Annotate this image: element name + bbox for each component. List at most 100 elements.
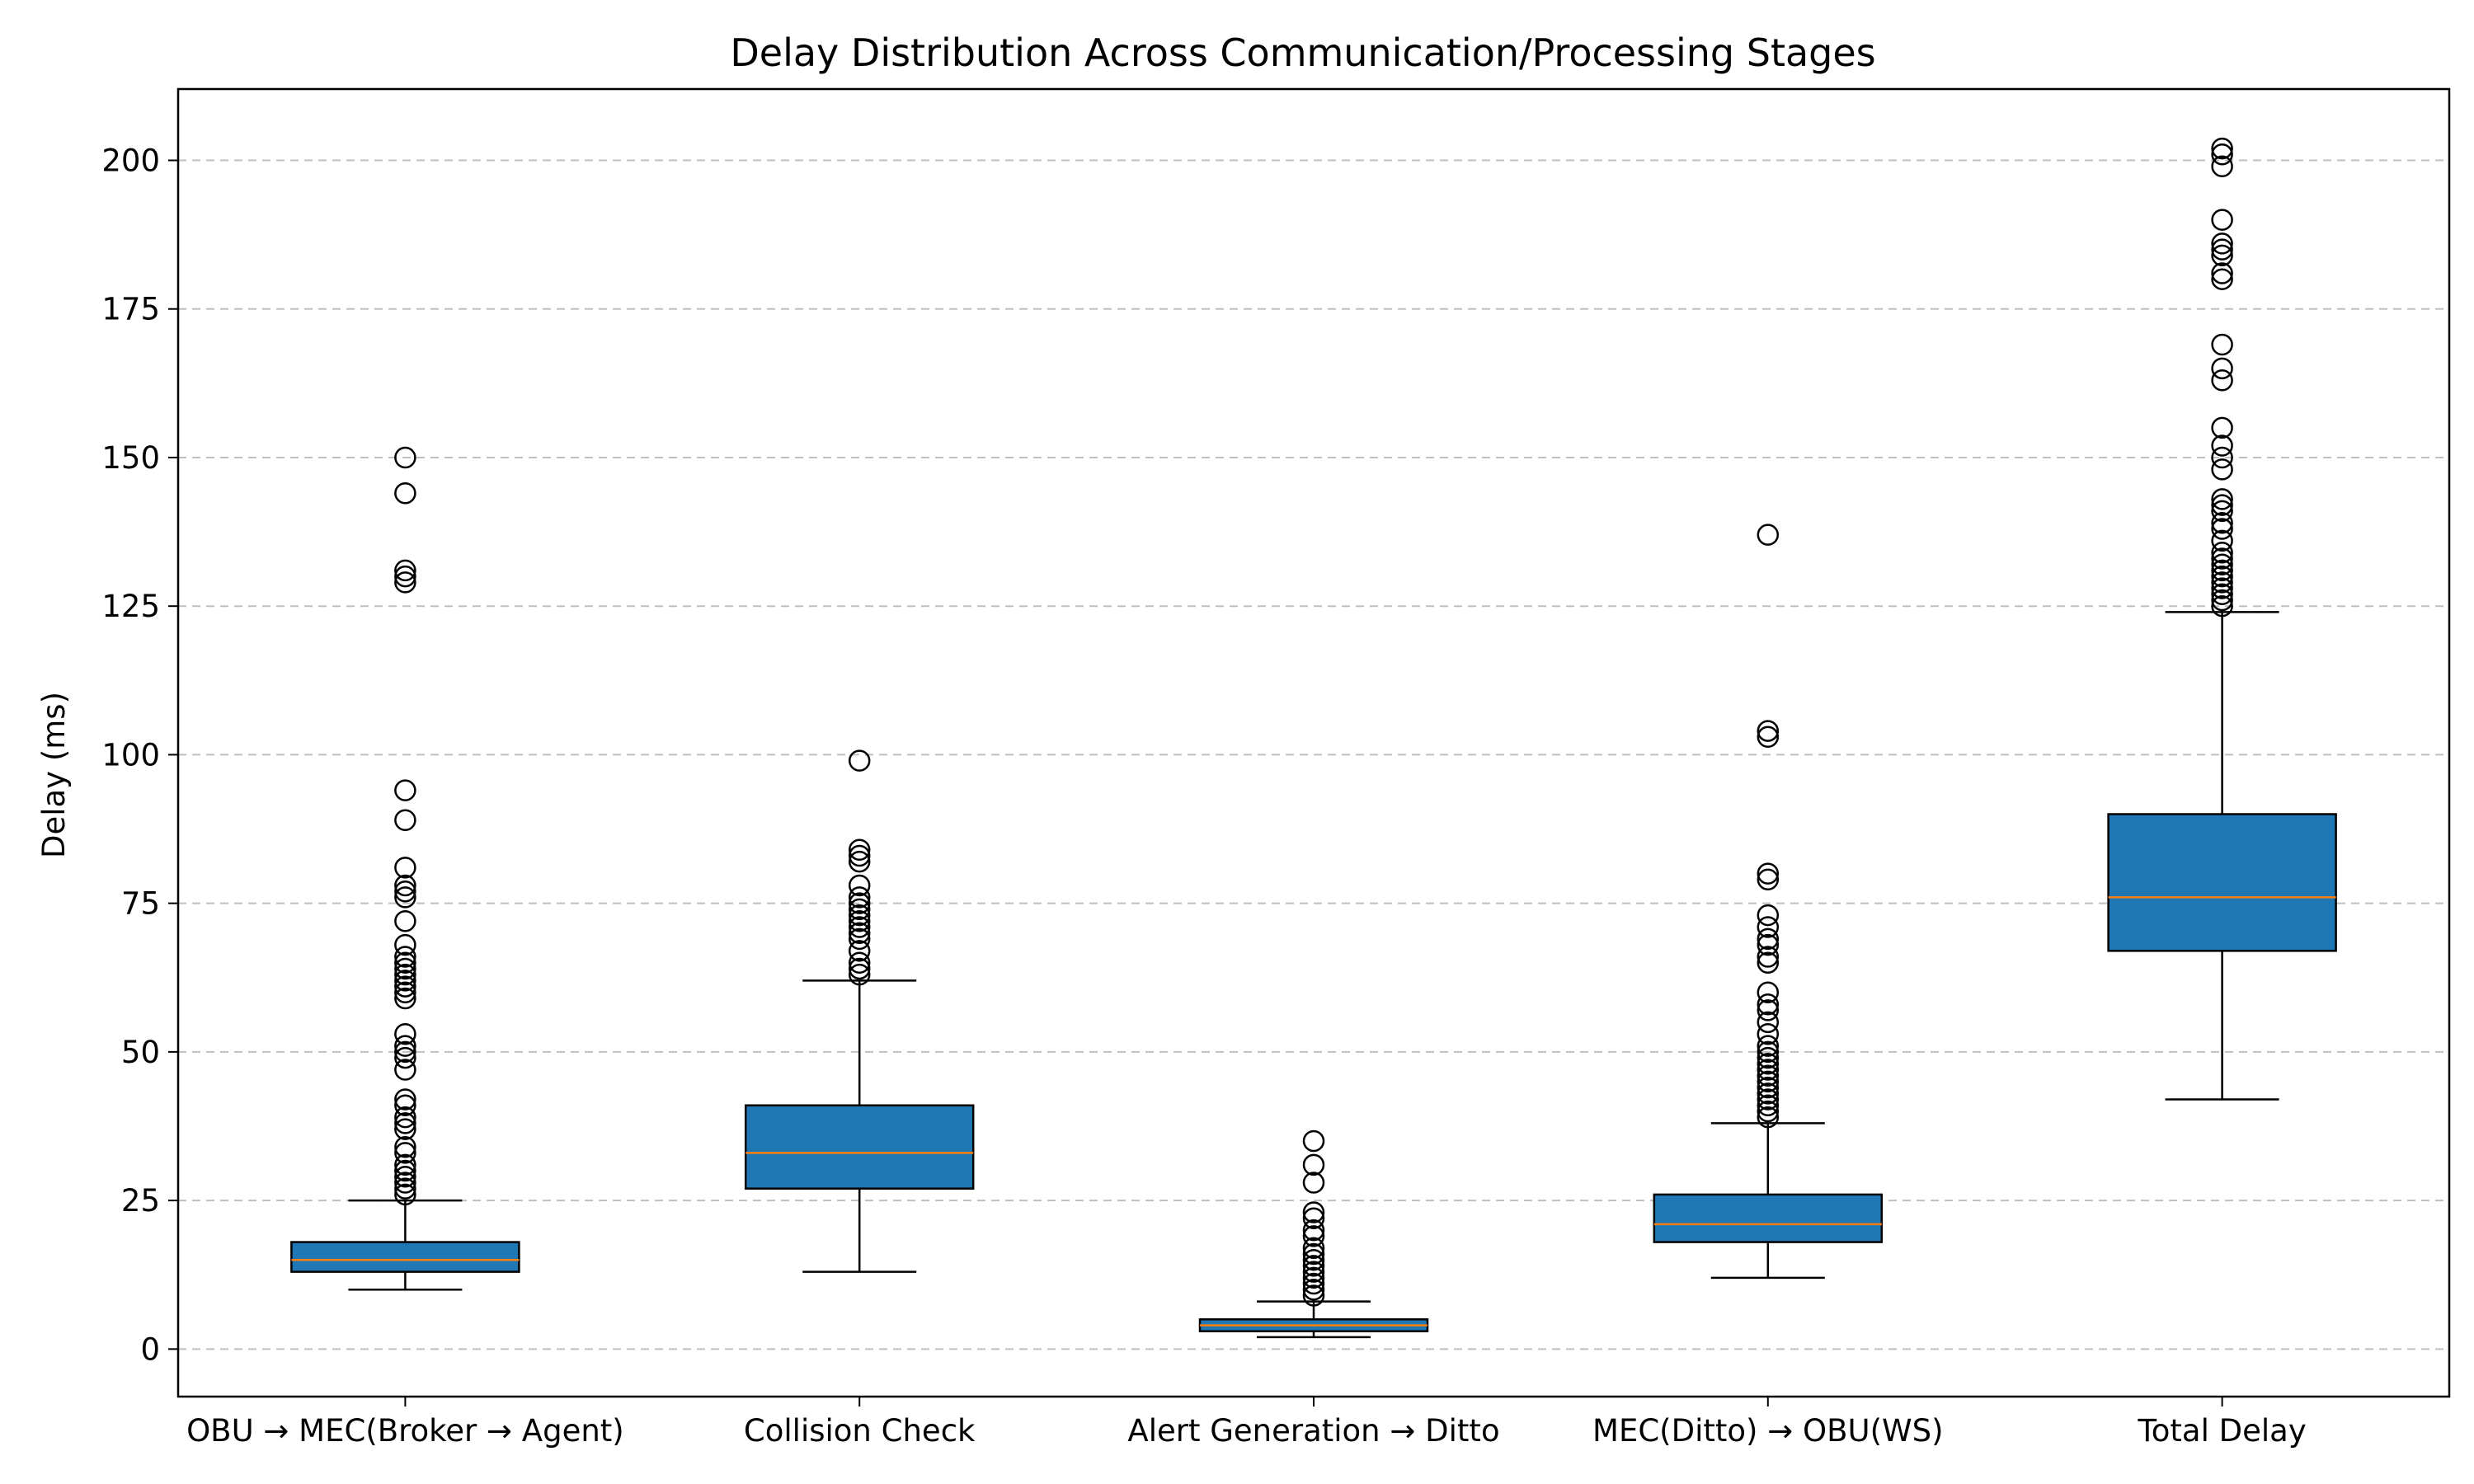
outlier-point bbox=[2211, 416, 2233, 439]
box-group-4 bbox=[1653, 524, 1884, 1280]
outlier-point bbox=[394, 886, 416, 909]
outlier-point bbox=[2211, 518, 2233, 540]
x-tick-label: Alert Generation → Ditto bbox=[1127, 1413, 1499, 1449]
outlier-point bbox=[1757, 1076, 1780, 1099]
outlier-point bbox=[2211, 446, 2233, 469]
y-tick-label: 175 bbox=[101, 292, 160, 327]
outlier-point bbox=[2211, 244, 2233, 267]
outlier-point bbox=[848, 957, 871, 980]
x-tick-label: Collision Check bbox=[744, 1413, 976, 1449]
box-group-5 bbox=[2107, 137, 2337, 1101]
outlier-point bbox=[394, 1046, 416, 1069]
outlier-point bbox=[1757, 1100, 1780, 1123]
outlier-point bbox=[1757, 1059, 1780, 1081]
outlier-point bbox=[2211, 458, 2233, 481]
outlier-point bbox=[1757, 916, 1780, 938]
outlier-point bbox=[394, 446, 416, 469]
outlier-point bbox=[394, 970, 416, 992]
outlier-point bbox=[1757, 981, 1780, 1004]
x-tick-label: Total Delay bbox=[2137, 1413, 2306, 1449]
outlier-point bbox=[2211, 369, 2233, 392]
outlier-point bbox=[1302, 1261, 1325, 1283]
outlier-point bbox=[394, 1118, 416, 1140]
outlier-point bbox=[2211, 268, 2233, 290]
outlier-point bbox=[394, 1177, 416, 1200]
outlier-point bbox=[394, 1088, 416, 1111]
outlier-point bbox=[1302, 1242, 1325, 1266]
outlier-point bbox=[394, 880, 416, 903]
outlier-point bbox=[394, 946, 416, 968]
outlier-point bbox=[848, 892, 871, 914]
outlier-point bbox=[848, 951, 871, 974]
outlier-point bbox=[2211, 577, 2233, 599]
iqr-box bbox=[290, 1241, 520, 1273]
outlier-point bbox=[394, 1135, 416, 1158]
outlier-point bbox=[1757, 726, 1780, 749]
outlier-point bbox=[1302, 1153, 1325, 1176]
outlier-point bbox=[848, 928, 871, 951]
outlier-point bbox=[394, 981, 416, 1004]
outlier-point bbox=[1302, 1225, 1325, 1247]
outlier-point bbox=[1757, 1088, 1780, 1111]
y-tick-label: 200 bbox=[101, 143, 160, 179]
outlier-point bbox=[1757, 928, 1780, 951]
outlier-point bbox=[394, 957, 416, 980]
outlier-point bbox=[2211, 262, 2233, 284]
outlier-point bbox=[848, 916, 871, 938]
y-axis-label: Delay (ms) bbox=[36, 692, 72, 858]
outlier-point bbox=[848, 874, 871, 897]
outlier-point bbox=[394, 1166, 416, 1188]
outlier-point bbox=[1757, 1022, 1780, 1045]
outlier-point bbox=[394, 1059, 416, 1081]
y-tick-label: 75 bbox=[121, 886, 160, 922]
y-tick-label: 150 bbox=[101, 440, 160, 476]
outlier-point bbox=[2211, 589, 2233, 612]
outlier-point bbox=[394, 1153, 416, 1176]
outlier-point bbox=[394, 874, 416, 897]
outlier-point bbox=[1757, 1053, 1780, 1075]
outlier-point bbox=[1302, 1278, 1325, 1301]
outlier-point bbox=[2211, 583, 2233, 606]
outlier-point bbox=[1757, 1064, 1780, 1087]
outlier-point bbox=[394, 571, 416, 594]
outlier-point bbox=[394, 1094, 416, 1117]
y-tick-label: 25 bbox=[121, 1183, 160, 1219]
outlier-point bbox=[848, 940, 871, 962]
outlier-point bbox=[394, 910, 416, 932]
outlier-point bbox=[2211, 494, 2233, 516]
outlier-point bbox=[394, 1106, 416, 1129]
outlier-point bbox=[2211, 553, 2233, 575]
y-tick-label: 125 bbox=[101, 589, 160, 624]
outlier-point bbox=[848, 850, 871, 873]
outlier-point bbox=[2211, 500, 2233, 523]
outlier-point bbox=[2211, 571, 2233, 594]
x-tick-label: OBU → MEC(Broker → Agent) bbox=[186, 1413, 624, 1449]
outlier-point bbox=[1302, 1248, 1325, 1271]
outlier-point bbox=[1302, 1272, 1325, 1295]
outlier-point bbox=[394, 975, 416, 998]
outlier-point bbox=[848, 922, 871, 944]
outlier-point bbox=[1757, 1011, 1780, 1034]
axes: 0 25 50 75 100 125 150 175 200 OBU → MEC(Broker →… bbox=[101, 143, 2306, 1449]
y-tick-label: 50 bbox=[121, 1035, 160, 1070]
outlier-point bbox=[394, 809, 416, 831]
outlier-point bbox=[394, 1035, 416, 1057]
outlier-point bbox=[1302, 1266, 1325, 1289]
outlier-point bbox=[394, 565, 416, 588]
box-series bbox=[290, 137, 2337, 1339]
outlier-point bbox=[1757, 1082, 1780, 1105]
outlier-point bbox=[1757, 1106, 1780, 1129]
outlier-point bbox=[2211, 434, 2233, 457]
iqr-box bbox=[1653, 1193, 1884, 1243]
outlier-point bbox=[394, 1040, 416, 1064]
outlier-point bbox=[2211, 155, 2233, 177]
plot-frame bbox=[176, 87, 2451, 1398]
outlier-point bbox=[2211, 238, 2233, 261]
outlier-point bbox=[2211, 232, 2233, 255]
outlier-point bbox=[394, 987, 416, 1010]
outlier-point bbox=[394, 857, 416, 879]
outlier-point bbox=[1757, 1094, 1780, 1117]
chart-title: Delay Distribution Across Communication/… bbox=[730, 31, 1875, 75]
